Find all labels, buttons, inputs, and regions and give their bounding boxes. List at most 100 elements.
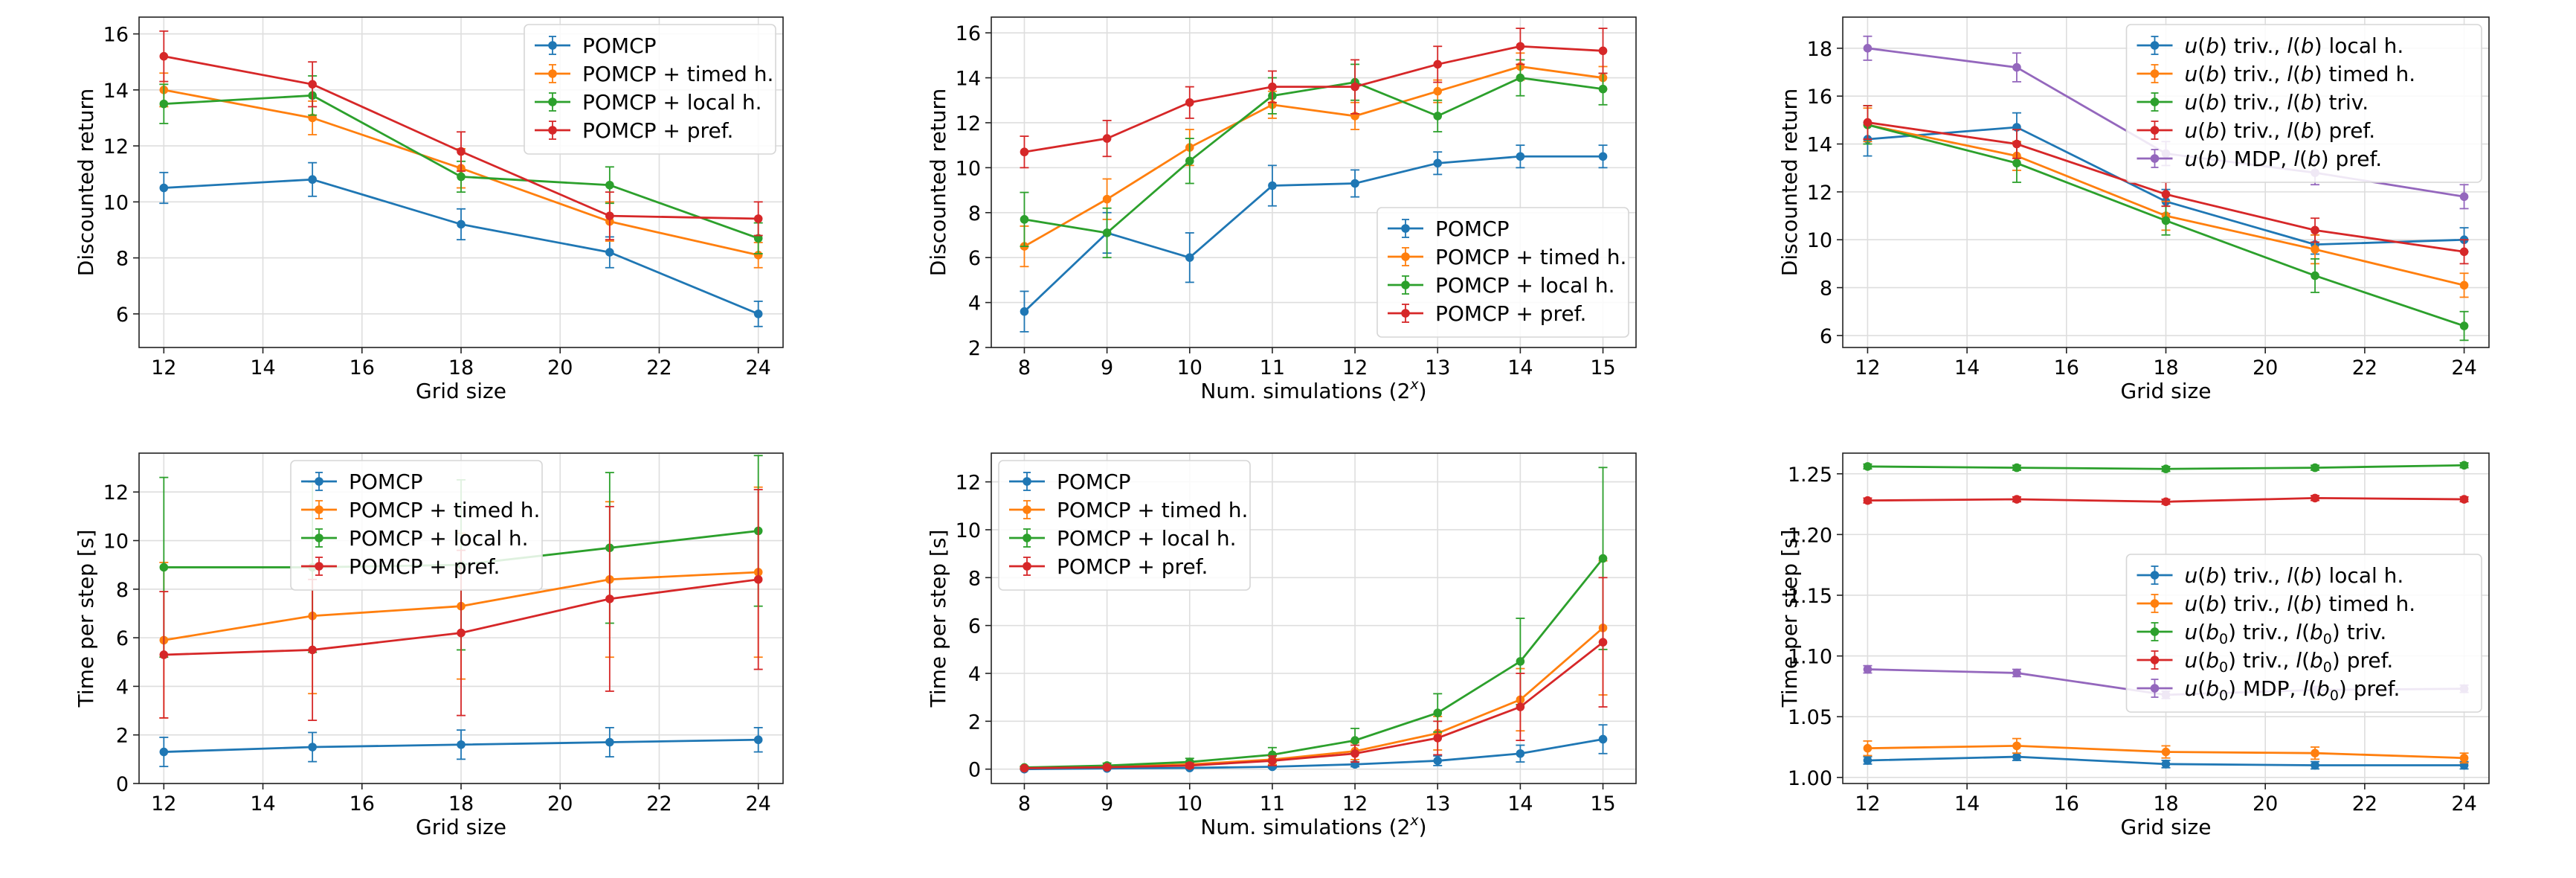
data-point [1863,496,1873,505]
legend-label: POMCP + local h. [1057,526,1237,551]
x-tick-label: 9 [1101,356,1113,379]
x-tick-label: 16 [350,356,375,379]
x-tick-label: 14 [1507,356,1533,379]
x-tick-label: 12 [151,356,176,379]
legend-label: POMCP [1435,217,1510,241]
y-tick-label: 1.25 [1788,464,1832,487]
legend-item: POMCP [301,470,423,494]
data-point [2161,216,2171,225]
data-point [605,248,614,257]
data-point [1516,42,1525,51]
data-point [605,180,614,190]
x-tick-label: 16 [2054,792,2079,815]
y-tick-label: 4 [968,292,981,315]
data-point [1863,664,1873,674]
data-point [2459,247,2469,257]
y-tick-label: 14 [956,68,981,91]
x-tick-label: 8 [1018,356,1031,379]
legend-item: POMCP [535,33,657,58]
data-point [1433,86,1443,96]
legend-label: POMCP + timed h. [1435,245,1626,269]
y-tick-label: 16 [1807,86,1832,109]
x-tick-label: 9 [1101,792,1113,815]
data-point [1020,215,1029,224]
legend-item: u(b) triv., l(b) local h. [2137,33,2403,58]
legend-label: u(b) triv., l(b) timed h. [2185,592,2416,616]
data-point [457,740,466,749]
data-point [1433,158,1443,168]
data-point [1598,46,1608,56]
series-line [1024,738,1603,771]
x-tick-label: 15 [1590,356,1615,379]
legend-label: u(b) triv., l(b) timed h. [2185,62,2416,86]
x-axis-label: Grid size [416,815,506,839]
legend-label: POMCP + local h. [349,526,529,551]
x-tick-label: 18 [2153,792,2178,815]
legend-label: POMCP + local h. [582,90,762,115]
data-point [159,747,169,757]
data-point [1350,736,1359,745]
x-tick-label: 11 [1260,792,1285,815]
data-point [2311,760,2319,770]
legend-item: POMCP + local h. [1009,526,1237,551]
series-line [1023,65,1603,248]
legend-box [290,460,543,591]
series-orange [1863,737,2469,764]
data-point [2161,464,2171,474]
legend-label: POMCP + pref. [582,118,733,143]
x-tick-label: 24 [746,356,771,379]
x-tick-label: 13 [1425,792,1450,815]
data-point [2161,747,2171,757]
data-point [2161,190,2171,199]
data-point [1516,749,1525,758]
legend-item: POMCP + timed h. [301,498,540,522]
x-tick-label: 14 [1954,792,1980,815]
y-tick-label: 8 [968,567,981,590]
data-point [2459,495,2469,504]
data-point [1433,734,1443,743]
x-tick-label: 22 [2352,356,2377,379]
legend-label: POMCP + local h. [1435,273,1615,298]
legend-item: u(b) triv., l(b) local h. [2137,563,2403,588]
y-tick-label: 14 [103,80,129,103]
data-point [1863,743,1873,753]
x-tick-label: 12 [1342,356,1368,379]
x-tick-label: 14 [250,792,275,815]
legend-item: u(b) MDP, l(b) pref. [2137,147,2382,171]
legend-item: u(b) triv., l(b) timed h. [2137,592,2416,616]
legend-item: POMCP + local h. [301,526,529,551]
x-tick-label: 22 [646,792,672,815]
y-axis-label: Discounted return [926,89,950,276]
data-point [1598,152,1608,161]
legend-box [2125,554,2482,713]
data-point [2459,461,2469,470]
data-point [605,595,614,603]
data-point [2311,493,2319,503]
legend-item: POMCP [1009,470,1131,494]
y-axis-label: Discounted return [1777,89,1802,276]
data-point [308,175,317,185]
legend-item: POMCP + timed h. [535,62,773,86]
x-tick-label: 16 [2054,356,2079,379]
data-point [1020,147,1029,157]
series-red [1020,28,1608,169]
y-tick-label: 6 [968,247,981,270]
data-point [2012,139,2021,149]
data-point [1350,179,1359,188]
data-point [159,99,169,109]
legend-item: POMCP + local h. [535,90,762,115]
legend-item: POMCP + pref. [1009,554,1208,579]
legend-label: POMCP [1057,470,1131,494]
y-tick-label: 8 [968,202,981,225]
legend-box [2125,24,2482,183]
data-point [457,220,466,229]
data-point [1102,194,1112,204]
data-point [159,51,169,61]
legend-label: u(b0) triv., l(b0) triv. [2185,620,2387,647]
series-red [159,489,763,722]
legend-item: POMCP + pref. [535,118,733,143]
x-tick-label: 22 [646,356,672,379]
y-tick-label: 8 [116,248,129,271]
y-tick-label: 12 [1807,182,1832,205]
